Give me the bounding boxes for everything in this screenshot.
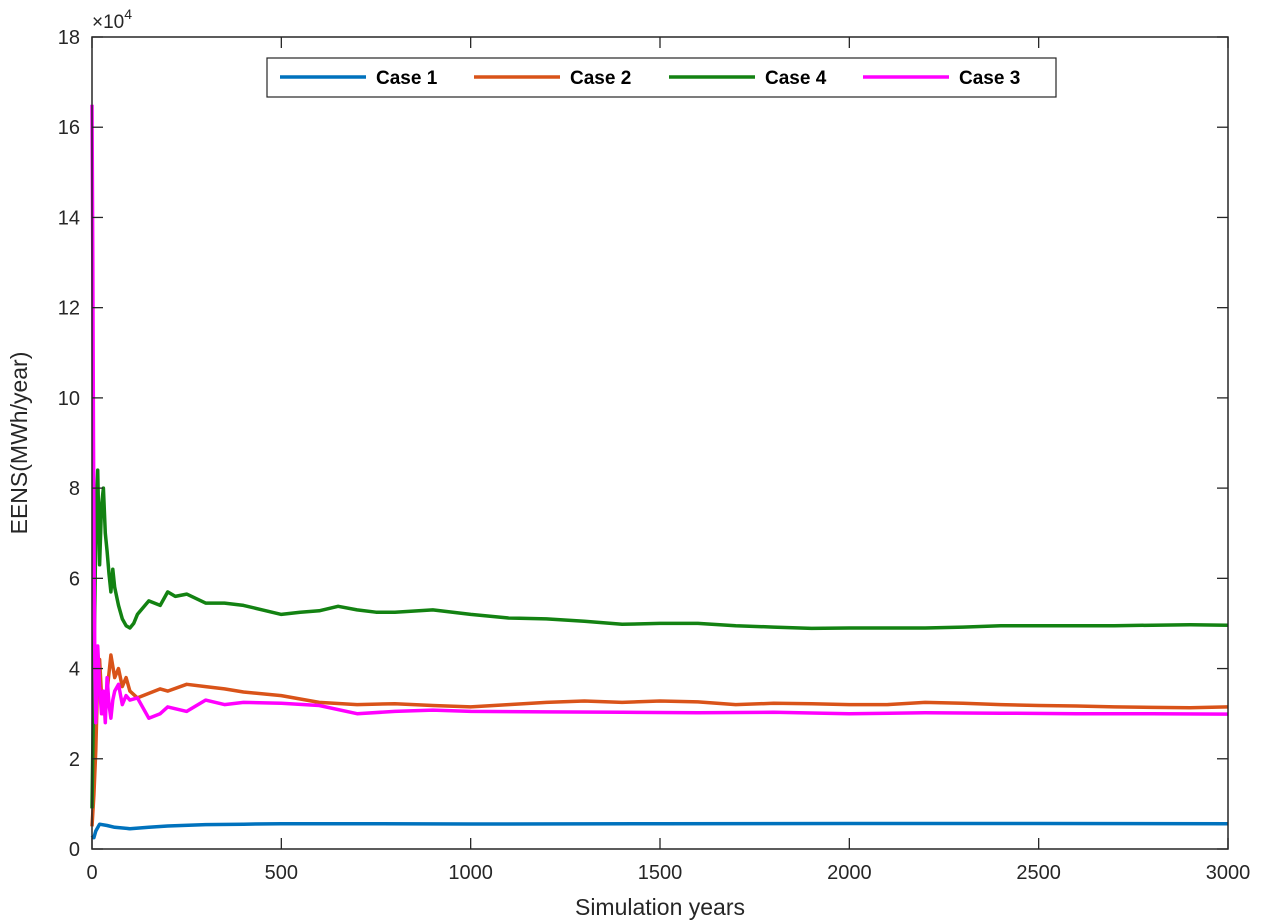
series-line-case-1 [90,821,1229,840]
legend-label: Case 1 [376,68,438,89]
y-tick-label: 4 [69,659,80,681]
y-tick-label: 14 [58,207,80,229]
series-line-case-3 [90,104,1229,725]
y-tick-label: 6 [69,568,80,590]
series-line-case-4 [90,468,1229,809]
y-multiplier-exponent: 4 [124,6,132,22]
y-tick-label: 12 [58,298,80,320]
legend: Case 1 Case 2 Case 4 Case 3 [266,57,1057,98]
y-tick-label: 10 [58,388,80,410]
legend-label: Case 3 [959,68,1020,89]
y-multiplier-base: ×10 [92,12,124,33]
y-multiplier: ×104 [92,6,132,33]
x-tick-label: 2000 [827,862,872,884]
y-tick-label: 0 [69,839,80,861]
legend-label: Case 4 [765,68,827,89]
x-tick-label: 500 [265,862,298,884]
legend-label: Case 2 [570,68,631,89]
x-axis-label: Simulation years [575,894,745,920]
axis-tick-labels: 0 500 1000 1500 2000 2500 3000 0 2 4 6 8 10 12 14 16 18 [58,27,1251,884]
x-tick-label: 2500 [1016,862,1061,884]
y-tick-label: 2 [69,749,80,771]
y-axis-label: EENS(MWh/year) [6,352,32,535]
x-tick-label: 1000 [448,862,493,884]
plot-lines [90,104,1229,840]
axis-ticks [91,36,1229,850]
x-tick-label: 1500 [638,862,683,884]
y-tick-label: 16 [58,117,80,139]
series-line-case-2 [90,653,1229,827]
x-tick-label: 3000 [1206,862,1251,884]
y-tick-label: 8 [69,478,80,500]
x-tick-label: 0 [86,862,97,884]
y-tick-label: 18 [58,27,80,49]
